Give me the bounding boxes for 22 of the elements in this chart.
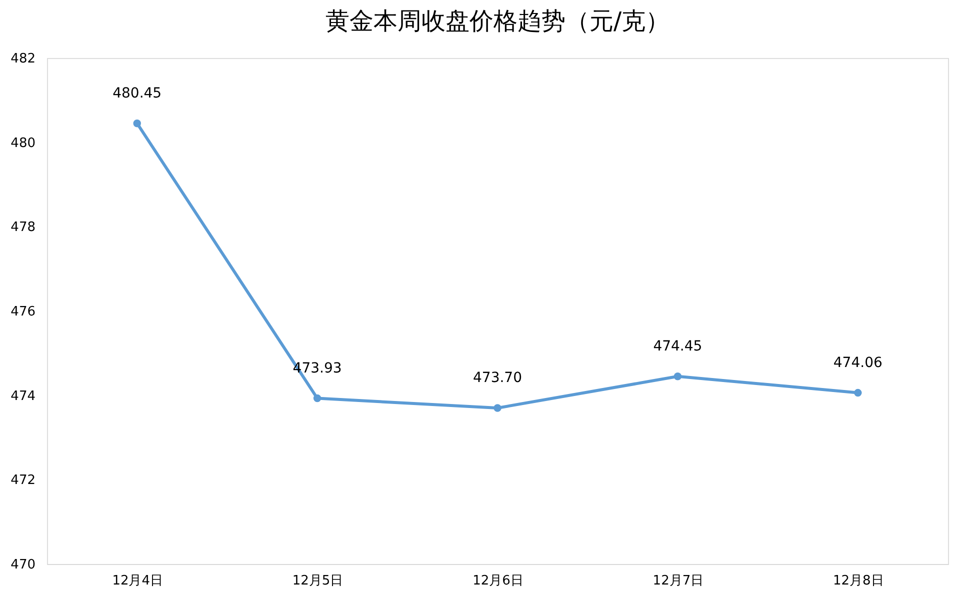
x-tick-label: 12月8日 [832,574,884,588]
text: 474.45 [653,338,702,354]
x-tick-label: 12月5日 [292,574,344,588]
text: 473.70 [473,370,522,386]
point [494,404,502,412]
y-tick-label: 474 [10,388,36,404]
x-tick-label: 12月6日 [472,574,524,588]
x-tick-label: 12月7日 [652,574,704,588]
y-tick-label: 472 [10,473,36,488]
point [133,119,141,128]
x-tick-label: 12月4日 [112,574,164,588]
y-tick-label: 482 [10,52,36,66]
y-tick-label: 470 [10,558,36,572]
text: 480.45 [112,85,162,102]
chart-title: 黄金本周收盘价格趋势（元/克） [325,7,670,35]
y-tick-label: 478 [10,220,36,236]
text: 474.06 [833,354,882,371]
point [854,388,862,397]
point [313,394,322,402]
y-tick-label: 476 [10,304,36,320]
y-tick-label: 480 [10,136,36,151]
point [674,372,682,380]
